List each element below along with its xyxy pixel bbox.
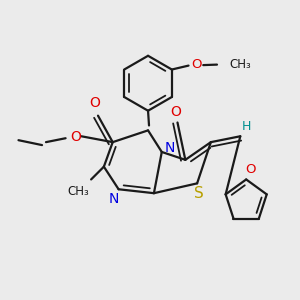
Text: N: N <box>109 192 119 206</box>
Text: S: S <box>194 186 204 201</box>
Text: N: N <box>164 141 175 155</box>
Text: O: O <box>70 130 81 144</box>
Text: O: O <box>170 105 181 119</box>
Text: H: H <box>242 120 251 133</box>
Text: O: O <box>90 96 101 110</box>
Text: O: O <box>191 58 202 71</box>
Text: CH₃: CH₃ <box>68 185 89 198</box>
Text: O: O <box>245 163 255 176</box>
Text: CH₃: CH₃ <box>230 58 251 71</box>
